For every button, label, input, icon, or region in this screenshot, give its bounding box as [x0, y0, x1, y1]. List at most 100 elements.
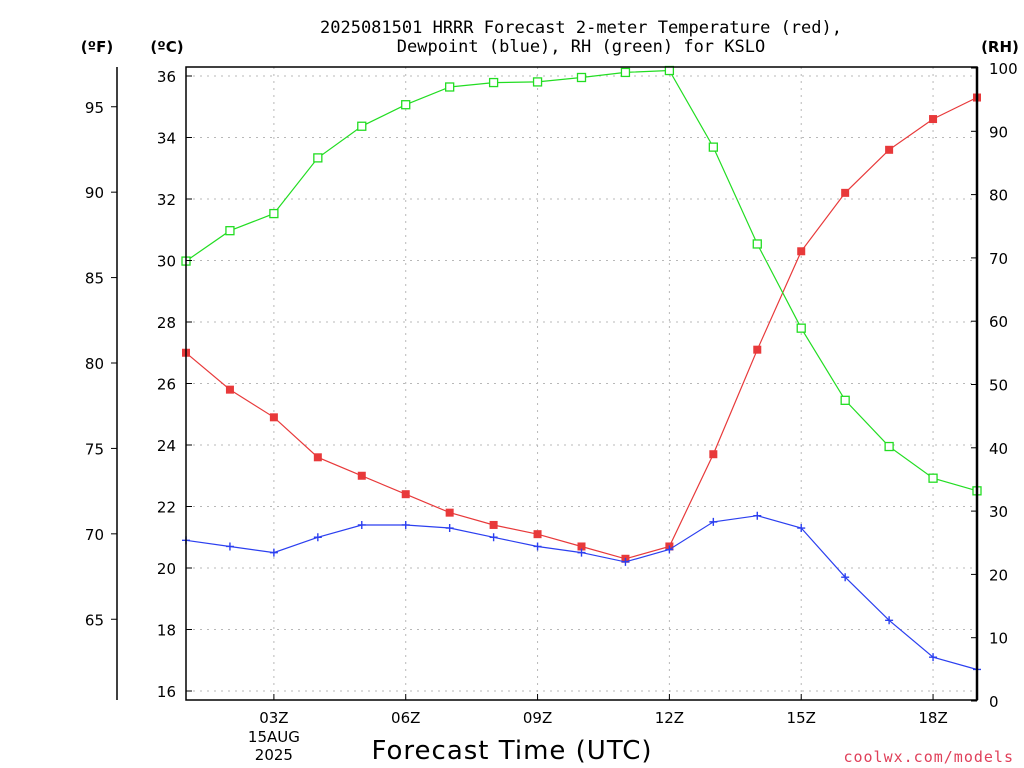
rh-point-5 — [401, 100, 411, 110]
rh-tick-label-3: 30 — [989, 503, 1008, 521]
dewpoint-point-15 — [841, 573, 850, 582]
celsius-tick-label-7: 30 — [157, 253, 176, 271]
credit-text: coolwx.com/models — [843, 748, 1014, 766]
temperature-point-9 — [577, 542, 586, 551]
dewpoint-point-14 — [797, 524, 806, 533]
fahrenheit-tick-label-1: 70 — [85, 526, 104, 544]
rh-point-10 — [620, 67, 631, 78]
x-tick-sublabel-0-0: 15AUG — [248, 728, 300, 746]
dewpoint-point-12 — [709, 517, 718, 526]
temperature-point-3 — [313, 453, 322, 462]
temperature-point-7 — [489, 520, 498, 529]
temperature-point-2 — [269, 413, 278, 422]
rh-point-17 — [928, 473, 938, 483]
rh-point-13 — [752, 239, 762, 249]
rh-point-14 — [796, 323, 806, 333]
rh-point-7 — [488, 77, 499, 88]
dewpoint-point-2 — [269, 548, 278, 557]
x-tick-sublabel-0-1: 2025 — [255, 746, 293, 764]
dewpoint-point-11 — [665, 545, 674, 554]
celsius-tick-label-4: 24 — [157, 437, 176, 455]
celsius-tick-label-5: 26 — [157, 376, 176, 394]
x-tick-label-0: 03Z — [259, 709, 288, 727]
fahrenheit-tick-label-6: 95 — [85, 99, 104, 117]
rh-point-15 — [840, 395, 850, 405]
x-tick-label-4: 15Z — [787, 709, 816, 727]
dewpoint-point-13 — [753, 511, 762, 520]
fahrenheit-tick-label-4: 85 — [85, 270, 104, 288]
rh-point-9 — [576, 72, 587, 83]
celsius-unit-label: (ºC) — [150, 38, 183, 56]
fahrenheit-tick-label-0: 65 — [85, 611, 104, 629]
temperature-point-14 — [797, 247, 806, 256]
temperature-point-6 — [445, 508, 454, 517]
temperature-point-12 — [709, 450, 718, 459]
temperature-point-17 — [929, 115, 938, 124]
celsius-tick-label-2: 20 — [157, 560, 176, 578]
rh-tick-label-5: 50 — [989, 377, 1008, 395]
rh-tick-label-4: 40 — [989, 440, 1008, 458]
dewpoint-point-8 — [533, 542, 542, 551]
dewpoint-point-17 — [929, 653, 938, 662]
rh-point-1 — [225, 226, 235, 236]
rh-tick-label-6: 60 — [989, 313, 1008, 331]
series-layer — [181, 65, 982, 674]
rh-tick-label-7: 70 — [989, 250, 1008, 268]
dewpoint-point-4 — [357, 520, 366, 529]
temperature-point-4 — [357, 471, 366, 480]
temperature-point-5 — [401, 490, 410, 499]
dewpoint-point-9 — [577, 548, 586, 557]
celsius-tick-label-3: 22 — [157, 499, 176, 517]
rh-point-3 — [313, 153, 323, 163]
rh-point-16 — [884, 441, 894, 452]
dewpoint-series-line — [185, 515, 978, 671]
temperature-point-8 — [533, 530, 542, 539]
fahrenheit-tick-label-3: 80 — [85, 355, 104, 373]
rh-tick-label-10: 100 — [989, 60, 1018, 78]
rh-tick-label-2: 20 — [989, 566, 1008, 584]
temperature-point-13 — [753, 345, 762, 354]
text-layer: 16 18 20 22 24 26 28 30 32 34 36 65 70 75 80 85 90 95 0 10 2… — [81, 18, 1019, 766]
rh-point-6 — [445, 82, 455, 92]
x-tick-label-2: 09Z — [523, 709, 552, 727]
fahrenheit-unit-label: (ºF) — [81, 38, 113, 56]
temperature-point-1 — [225, 385, 234, 394]
celsius-tick-label-1: 18 — [157, 622, 176, 640]
rh-unit-label: (RH) — [981, 38, 1019, 56]
rh-tick-label-0: 0 — [989, 693, 999, 711]
x-tick-label-5: 18Z — [918, 709, 947, 727]
celsius-tick-label-0: 16 — [157, 683, 176, 701]
temperature-series-line — [185, 96, 978, 560]
dewpoint-point-1 — [225, 542, 234, 551]
x-tick-label-3: 12Z — [655, 709, 684, 727]
rh-series-line — [185, 69, 978, 492]
celsius-tick-label-8: 32 — [157, 191, 176, 209]
celsius-tick-label-9: 34 — [157, 130, 176, 148]
rh-point-4 — [357, 121, 367, 131]
axis-layer — [111, 66, 979, 702]
chart-title-line-0: 2025081501 HRRR Forecast 2-meter Tempera… — [320, 18, 842, 38]
chart-title-line-1: Dewpoint (blue), RH (green) for KSLO — [397, 37, 765, 57]
temperature-point-15 — [841, 188, 850, 197]
rh-point-12 — [708, 142, 718, 152]
grid-layer — [186, 67, 977, 700]
x-axis-label: Forecast Time (UTC) — [371, 736, 652, 766]
rh-point-8 — [532, 77, 543, 87]
dewpoint-point-10 — [621, 557, 630, 566]
rh-tick-label-1: 10 — [989, 630, 1008, 648]
rh-point-2 — [269, 208, 279, 219]
temperature-point-16 — [885, 145, 894, 154]
dewpoint-point-5 — [401, 520, 410, 529]
celsius-tick-label-10: 36 — [157, 68, 176, 86]
dewpoint-point-16 — [885, 616, 894, 625]
celsius-tick-label-6: 28 — [157, 314, 176, 332]
fahrenheit-tick-label-2: 75 — [85, 440, 104, 458]
dewpoint-point-7 — [489, 533, 498, 542]
fahrenheit-tick-label-5: 90 — [85, 184, 104, 202]
rh-tick-label-9: 90 — [989, 123, 1008, 141]
x-tick-label-1: 06Z — [391, 709, 420, 727]
dewpoint-point-6 — [445, 524, 454, 533]
rh-tick-label-8: 80 — [989, 187, 1008, 205]
dewpoint-point-3 — [313, 533, 322, 542]
